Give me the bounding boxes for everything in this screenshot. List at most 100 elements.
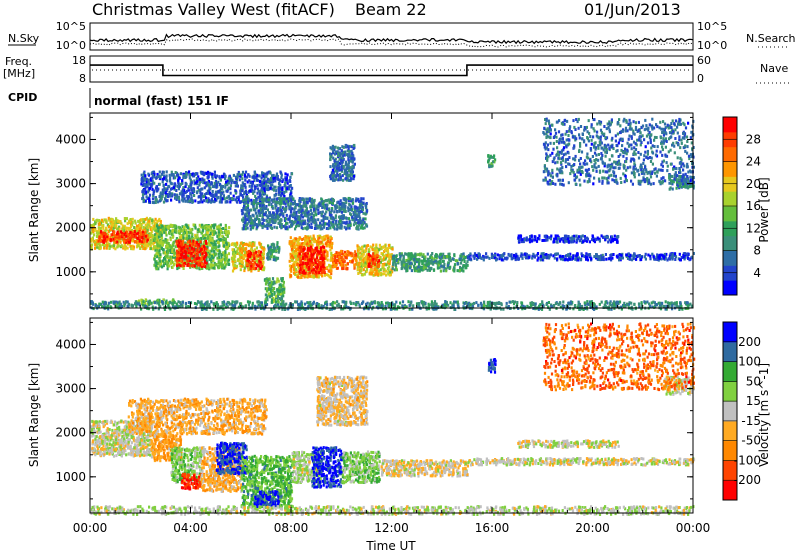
- scatter-cell-power: [290, 247, 293, 251]
- scatter-cell-power: [587, 253, 590, 257]
- scatter-cell-power: [175, 242, 178, 246]
- scatter-cell-power: [298, 252, 301, 256]
- scatter-cell-power: [237, 195, 240, 199]
- scatter-cell-power: [260, 246, 263, 250]
- scatter-cell-power: [252, 254, 256, 258]
- scatter-cell-power: [146, 225, 149, 229]
- scatter-cell-power: [486, 255, 489, 259]
- scatter-cell-power: [292, 265, 295, 268]
- scatter-cell-power: [321, 256, 324, 260]
- scatter-cell-power: [317, 250, 320, 254]
- scatter-cell-power: [281, 277, 284, 280]
- scatter-cell-power: [251, 182, 254, 186]
- scatter-cell-power: [677, 257, 680, 261]
- scatter-cell-power: [272, 282, 275, 286]
- nsearch-label: N.Search: [746, 32, 796, 45]
- scatter-cell-power: [169, 223, 172, 227]
- scatter-cell-power: [178, 247, 181, 251]
- scatter-cell-power: [270, 183, 273, 187]
- scatter-cell-power: [224, 251, 227, 255]
- scatter-cell-power: [326, 258, 329, 262]
- scatter-cell-power: [160, 239, 163, 243]
- scatter-cell-power: [265, 279, 268, 283]
- scatter-cell-power: [170, 182, 173, 186]
- scatter-cell-power: [275, 174, 278, 178]
- scatter-cell-power: [560, 257, 563, 261]
- cpid-label: CPID: [8, 91, 37, 104]
- scatter-cell-power: [598, 258, 601, 262]
- scatter-cell-power: [157, 219, 161, 222]
- scatter-cell-power: [114, 221, 117, 225]
- scatter-cell-power: [144, 183, 147, 187]
- scatter-cell-power: [150, 241, 153, 245]
- scatter-cell-power: [299, 268, 302, 272]
- scatter-cell-power: [259, 254, 262, 258]
- scatter-cell-power: [201, 267, 204, 270]
- scatter-cell-power: [321, 268, 324, 272]
- scatter-cell-power: [248, 179, 251, 183]
- scatter-cell-power: [280, 277, 283, 281]
- scatter-cell-power: [157, 261, 160, 265]
- scatter-cell-power: [262, 260, 265, 264]
- scatter-cell-power: [184, 252, 187, 256]
- scatter-cell-power: [158, 257, 161, 261]
- scatter-cell-power: [635, 257, 638, 261]
- scatter-cell-power: [476, 256, 479, 260]
- scatter-cell-power: [217, 240, 220, 244]
- scatter-cell-power: [244, 170, 248, 174]
- nave-tick-high: 60: [697, 54, 711, 67]
- scatter-cell-power: [304, 240, 307, 244]
- scatter-cell-power: [224, 261, 227, 265]
- scatter-cell-power: [106, 244, 109, 248]
- scatter-cell-power: [159, 231, 163, 235]
- scatter-cell-power: [258, 180, 262, 183]
- scatter-cell-power: [148, 234, 151, 238]
- scatter-cell-power: [567, 237, 570, 241]
- scatter-cell-power: [316, 253, 319, 257]
- scatter-cell-power: [334, 253, 337, 257]
- scatter-cell-power: [289, 236, 292, 240]
- scatter-cell-power: [304, 235, 307, 238]
- scatter-cell-power: [204, 265, 207, 269]
- scatter-cell-power: [319, 264, 322, 268]
- scatter-cell-power: [453, 263, 457, 267]
- scatter-cell-power: [293, 266, 296, 270]
- scatter-cell-power: [187, 250, 190, 254]
- scatter-cell-power: [452, 266, 456, 270]
- scatter-cell-power: [349, 260, 352, 263]
- scatter-cell-power: [220, 255, 223, 259]
- scatter-cell-power: [300, 249, 303, 253]
- scatter-cell-power: [329, 236, 332, 240]
- scatter-cell-power: [205, 261, 208, 265]
- scatter-cell-power: [176, 254, 179, 258]
- scatter-cell-power: [284, 172, 287, 176]
- scatter-cell-power: [99, 246, 102, 250]
- scatter-cell-power: [295, 268, 298, 271]
- scatter-cell-power: [210, 225, 213, 229]
- scatter-cell-power: [193, 247, 196, 251]
- scatter-cell-power: [185, 182, 188, 186]
- scatter-cell-power: [465, 262, 468, 266]
- scatter-cell-power: [98, 220, 101, 224]
- scatter-cell-power: [208, 249, 211, 253]
- scatter-cell-power: [447, 263, 450, 267]
- scatter-cell-power: [638, 254, 641, 257]
- scatter-cell-power: [674, 258, 677, 261]
- scatter-cell-power: [249, 261, 252, 265]
- scatter-cell-power: [301, 238, 304, 241]
- scatter-cell-power: [485, 255, 488, 259]
- scatter-cell-power: [528, 255, 531, 259]
- scatter-cell-power: [225, 257, 228, 261]
- scatter-cell-power: [503, 252, 506, 256]
- scatter-cell-power: [575, 254, 578, 258]
- scatter-cell-power: [136, 224, 139, 228]
- scatter-cell-power: [175, 228, 178, 232]
- scatter-cell-power: [539, 258, 542, 262]
- scatter-cell-power: [552, 254, 555, 258]
- scatter-cell-power: [283, 290, 286, 294]
- scatter-cell-power: [353, 263, 356, 267]
- scatter-cell-power: [311, 275, 314, 279]
- scatter-cell-power: [244, 185, 247, 189]
- scatter-cell-power: [292, 256, 295, 260]
- scatter-cell-power: [151, 176, 154, 180]
